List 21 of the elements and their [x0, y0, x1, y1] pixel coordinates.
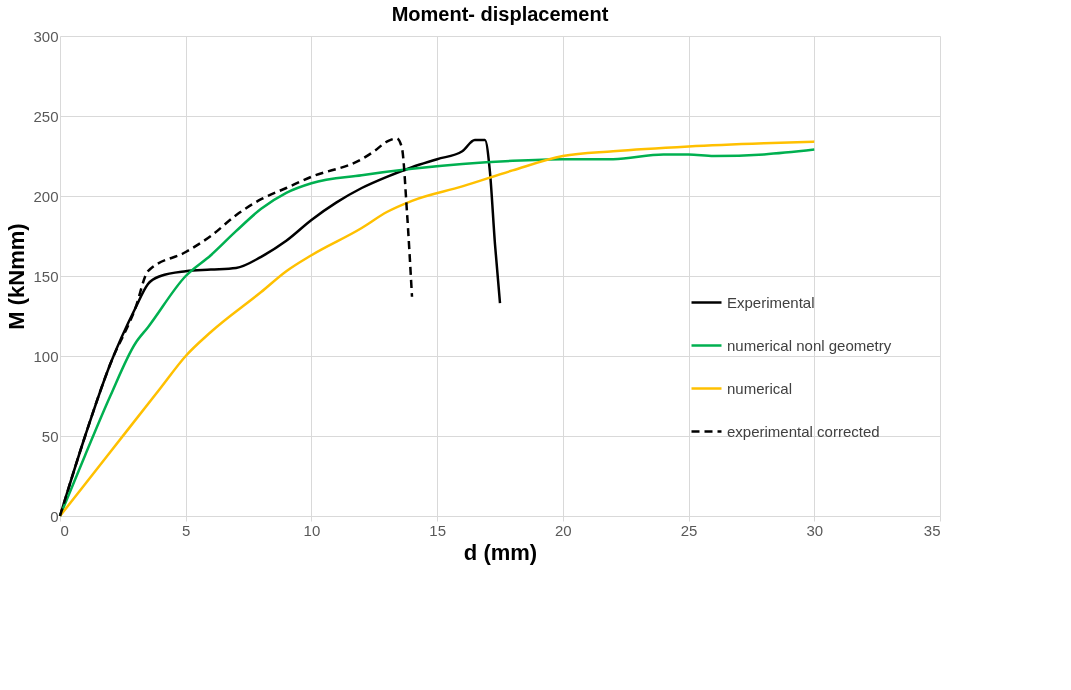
legend-label: experimental corrected	[727, 422, 880, 440]
x-tick-label: 25	[680, 521, 698, 539]
y-axis-title: M (kNmm)	[4, 223, 30, 330]
y-tick-label: 300	[33, 27, 59, 45]
y-tick-label: 200	[33, 187, 59, 205]
legend-label: numerical	[727, 379, 793, 397]
x-tick-label: 30	[806, 521, 824, 539]
x-tick-label: 5	[182, 521, 191, 539]
x-tick-label: 15	[429, 521, 446, 539]
y-tick-label: 0	[50, 507, 59, 525]
x-tick-label: 10	[303, 521, 321, 539]
x-axis-title: d (mm)	[463, 539, 538, 565]
y-tick-label: 250	[33, 107, 59, 125]
y-tick-label: 50	[41, 427, 59, 445]
y-tick-label: 100	[33, 347, 59, 365]
x-tick-label: 35	[923, 521, 941, 539]
x-tick-label: 20	[555, 521, 572, 539]
chart-title: Moment- displacement	[391, 3, 609, 25]
y-tick-label: 150	[33, 267, 59, 285]
legend-label: numerical nonl geometry	[727, 336, 892, 354]
legend-label: Experimental	[727, 293, 815, 311]
